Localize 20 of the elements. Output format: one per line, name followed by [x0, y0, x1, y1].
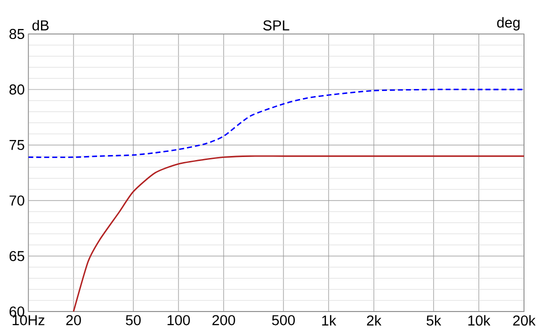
x-tick-label: 20k — [513, 314, 536, 326]
x-tick-label: 50 — [126, 314, 141, 326]
x-tick-label: 10Hz — [12, 314, 44, 326]
y-tick-label: 65 — [10, 250, 24, 261]
y-axis-title: dB — [32, 20, 49, 30]
chart-title: SPL — [263, 20, 290, 30]
x-tick-label: 1k — [322, 314, 336, 326]
y-tick-label: 70 — [10, 195, 24, 206]
x-tick-label: 10k — [468, 314, 490, 326]
y2-axis-title: deg — [497, 16, 520, 30]
x-tick-label: 2k — [366, 314, 382, 326]
x-tick-label: 5k — [426, 314, 442, 326]
x-tick-label: 500 — [272, 314, 295, 326]
x-tick-label: 100 — [168, 314, 190, 326]
y-tick-label: 80 — [9, 84, 24, 94]
y-tick-label: 60 — [10, 306, 24, 316]
y-tick-label: 85 — [9, 28, 24, 39]
x-tick-label: 200 — [212, 314, 236, 326]
x-tick-label: 20 — [66, 314, 81, 326]
y-tick-label: 75 — [10, 140, 24, 150]
